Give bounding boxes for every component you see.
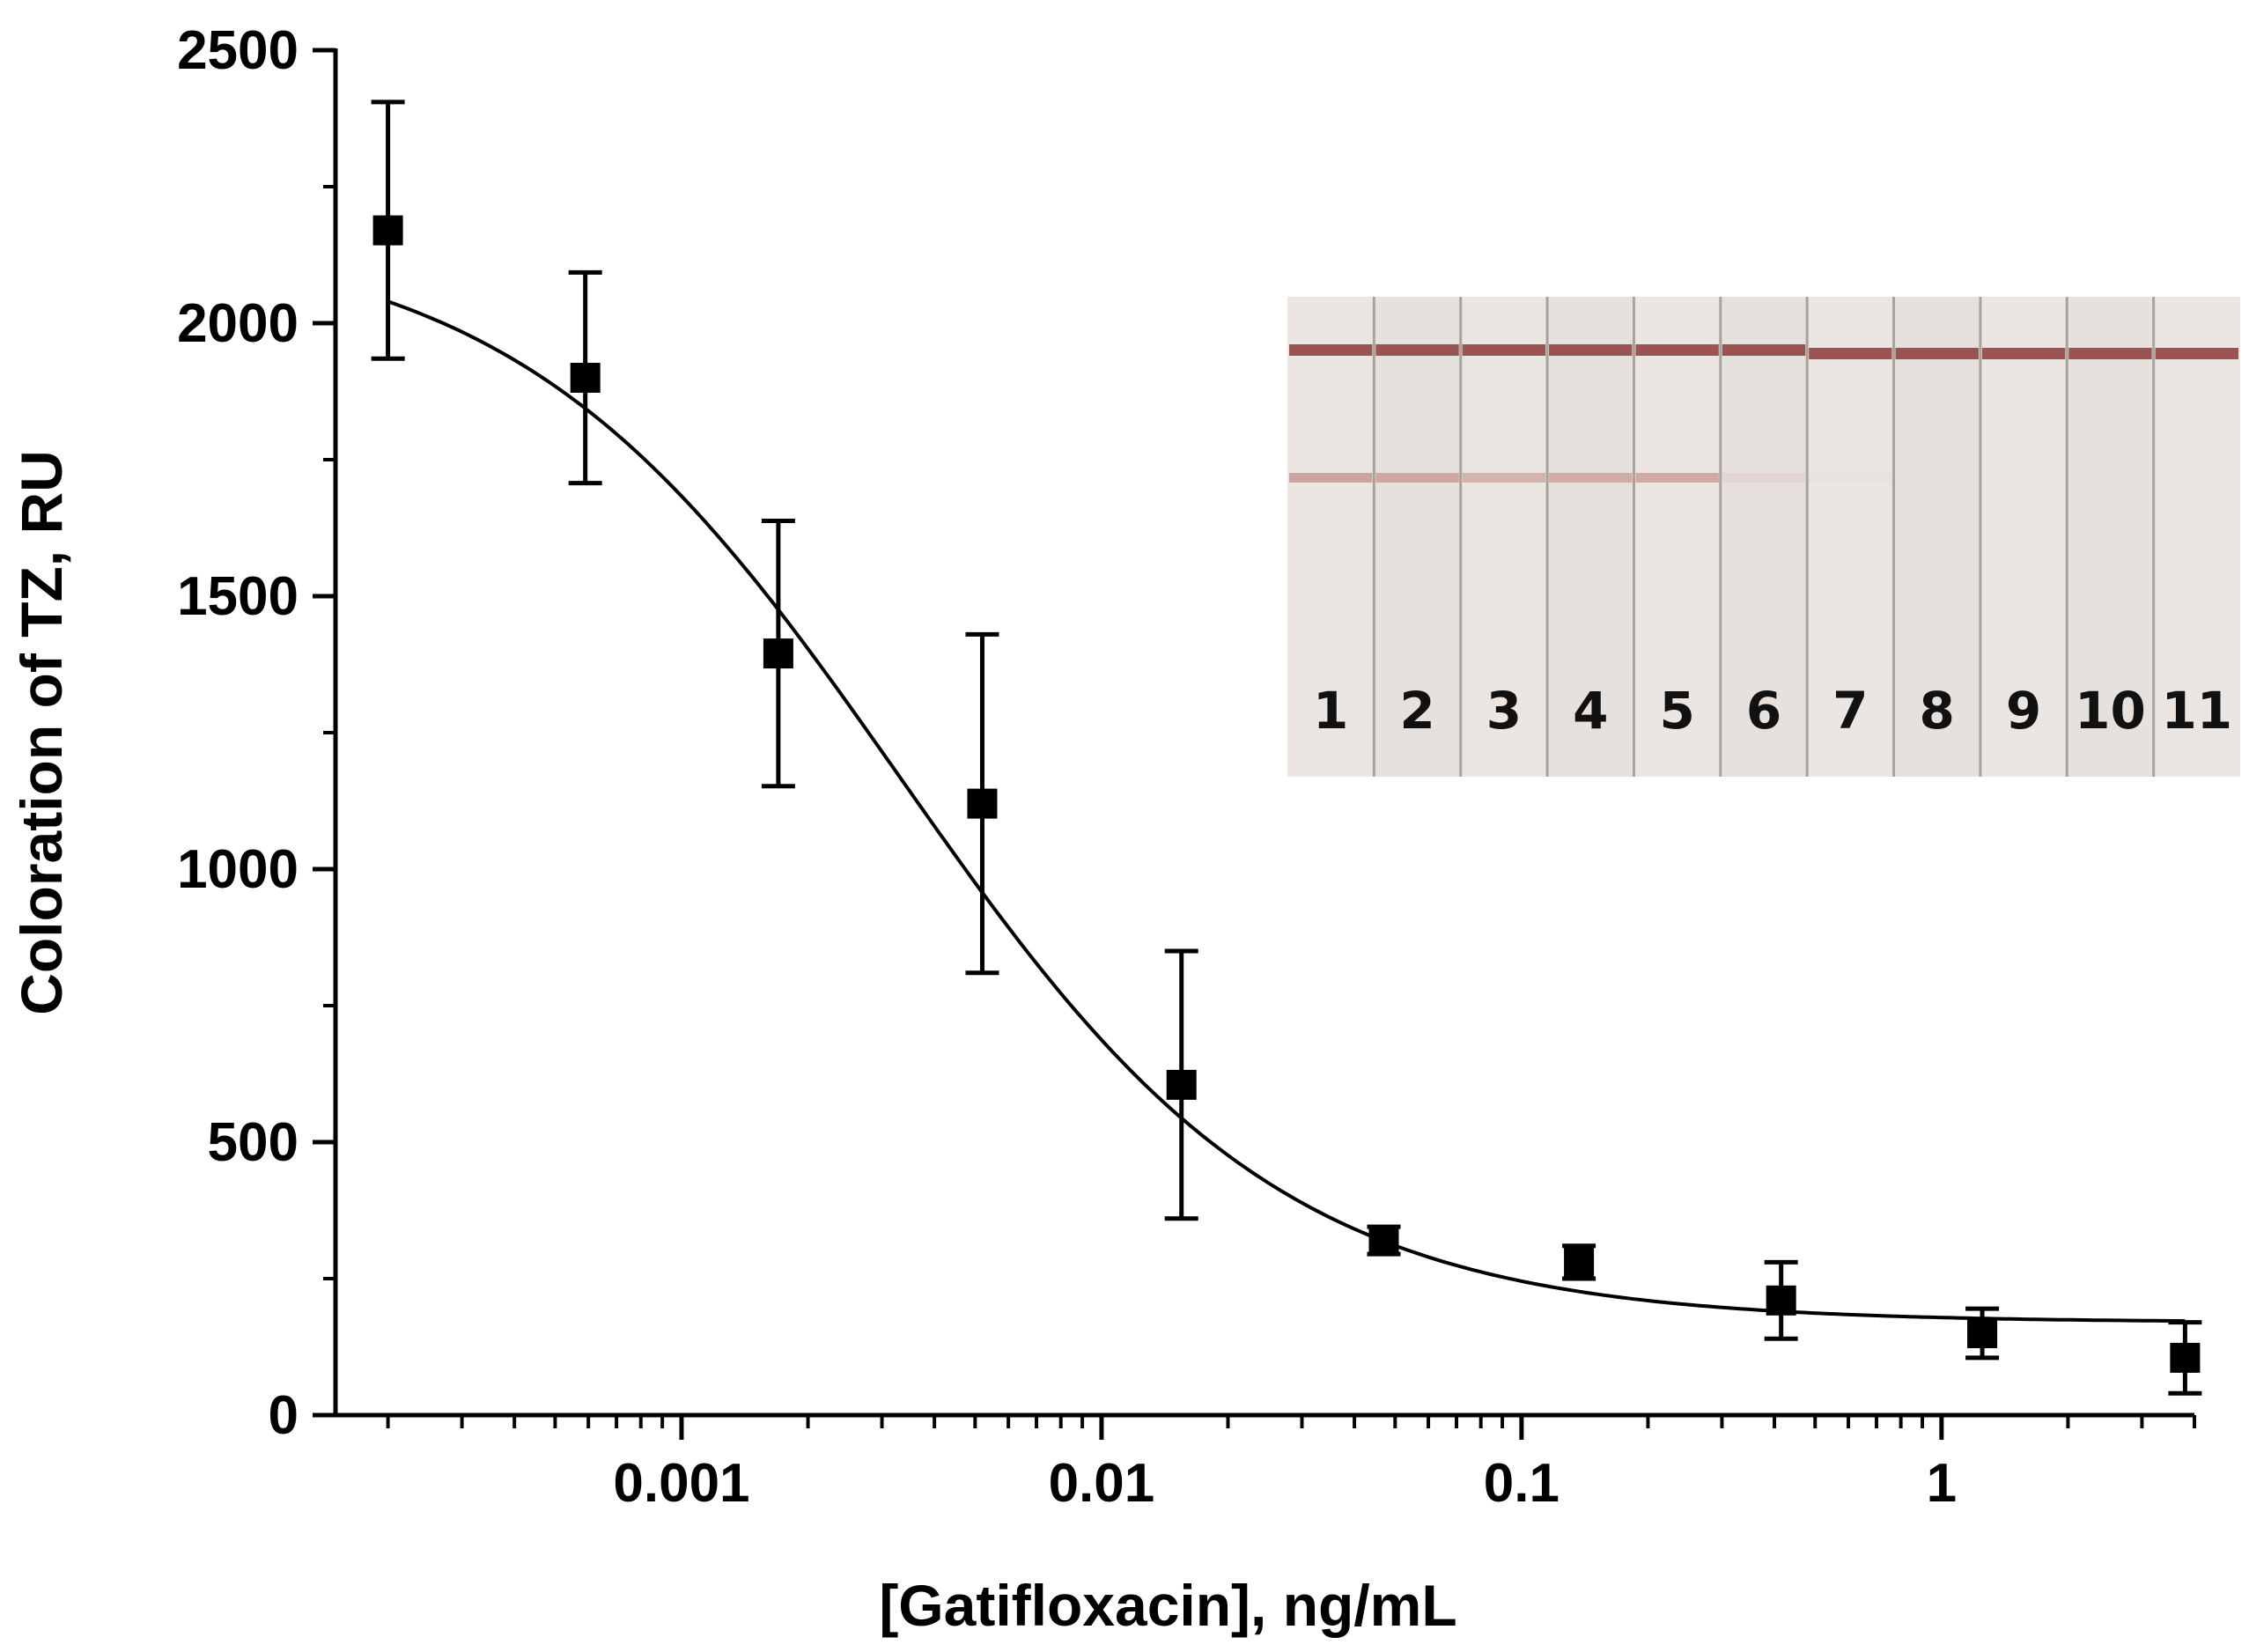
point-marker [1166,1069,1197,1100]
control-line [1289,344,1373,356]
y-tick-label: 0 [269,1385,299,1446]
strip-label: 4 [1573,681,1608,741]
control-line [1809,348,1892,359]
strip-label: 8 [1920,681,1955,741]
control-line [2068,348,2152,359]
strip-label: 11 [2161,681,2232,741]
y-axis-title: Coloration of TZ, RU [9,450,74,1015]
data-point [1367,1224,1401,1257]
data-point [1562,1243,1596,1281]
data-point [761,518,795,789]
y-tick-label: 500 [208,1112,299,1173]
x-axis-title: [Gatifloxacin], ng/mL [879,1573,1456,1638]
control-line [1375,344,1459,356]
strip-label: 10 [2075,681,2146,741]
control-line [2155,348,2238,359]
strip-label: 1 [1313,681,1348,741]
strip: 1 [1287,297,1375,777]
test-line [1635,473,1719,483]
data-point [1764,1259,1798,1341]
strip-label: 6 [1746,681,1781,741]
control-line [1635,344,1719,356]
y-tick-label: 1500 [177,566,299,627]
x-tick-label: 1 [1927,1453,1957,1514]
control-line [1722,344,1806,356]
point-marker [763,638,793,669]
strip-body [1720,297,1808,777]
point-marker [1564,1247,1595,1278]
control-line [1981,348,2066,359]
strip: 2 [1372,297,1461,777]
strip-body [1633,297,1721,777]
strip: 10 [2065,297,2154,777]
point-marker [1967,1318,1998,1348]
x-tick-label: 0.1 [1484,1453,1560,1514]
control-line [1462,344,1546,356]
strip-photo-inset: 1 2 3 4 5 6 7 8 9 10 11 [1287,297,2240,777]
x-tick-label: 0.01 [1049,1453,1155,1514]
point-marker [1368,1225,1399,1256]
strip-body [2067,297,2154,777]
fit-curve-layer [387,299,2186,1324]
data-point [1164,948,1198,1221]
strip-label: 9 [2006,681,2041,741]
strip: 4 [1545,297,1634,777]
point-marker [372,215,403,246]
strip-body [2153,297,2240,777]
strip: 7 [1805,297,1894,777]
strip-body [1460,297,1548,777]
strip-body [1807,297,1894,777]
test-line [1462,473,1546,483]
strip: 9 [1979,297,2068,777]
data-point [1965,1306,2000,1361]
strip: 8 [1892,297,1980,777]
strip-body [1287,297,1375,777]
point-marker [967,788,998,819]
point-marker [2170,1342,2201,1373]
strip: 6 [1719,297,1808,777]
strip-label: 7 [1832,681,1868,741]
control-line [1549,344,1633,356]
point-marker [570,363,601,393]
axes: 0 500 1000 1500 2000 2500 0.001 0.01 0.1 1 [177,20,2196,1514]
strip-body [1547,297,1634,777]
strip-body [1893,297,1980,777]
point-marker [1766,1285,1796,1316]
test-line [1289,473,1373,483]
data-point [371,100,405,361]
fit-curve [387,299,2186,1324]
control-line [1895,348,1979,359]
strip-label: 5 [1659,681,1694,741]
y-tick-label: 2500 [177,20,299,81]
strip: 3 [1459,297,1548,777]
test-line [1549,473,1633,483]
y-tick-label: 1000 [177,839,299,900]
test-line [1809,473,1891,483]
test-line [1722,473,1806,483]
data-point [568,269,602,486]
strip-body [1980,297,2068,777]
x-tick-label: 0.001 [613,1453,749,1514]
test-line [1375,473,1459,483]
strip-label: 2 [1399,681,1434,741]
strip-label: 3 [1486,681,1522,741]
data-point [965,631,999,976]
strip: 11 [2152,297,2240,777]
data-points-layer [371,100,2202,1396]
data-point [2168,1320,2202,1396]
strip: 5 [1632,297,1721,777]
y-tick-label: 2000 [177,293,299,354]
strip-body [1374,297,1461,777]
